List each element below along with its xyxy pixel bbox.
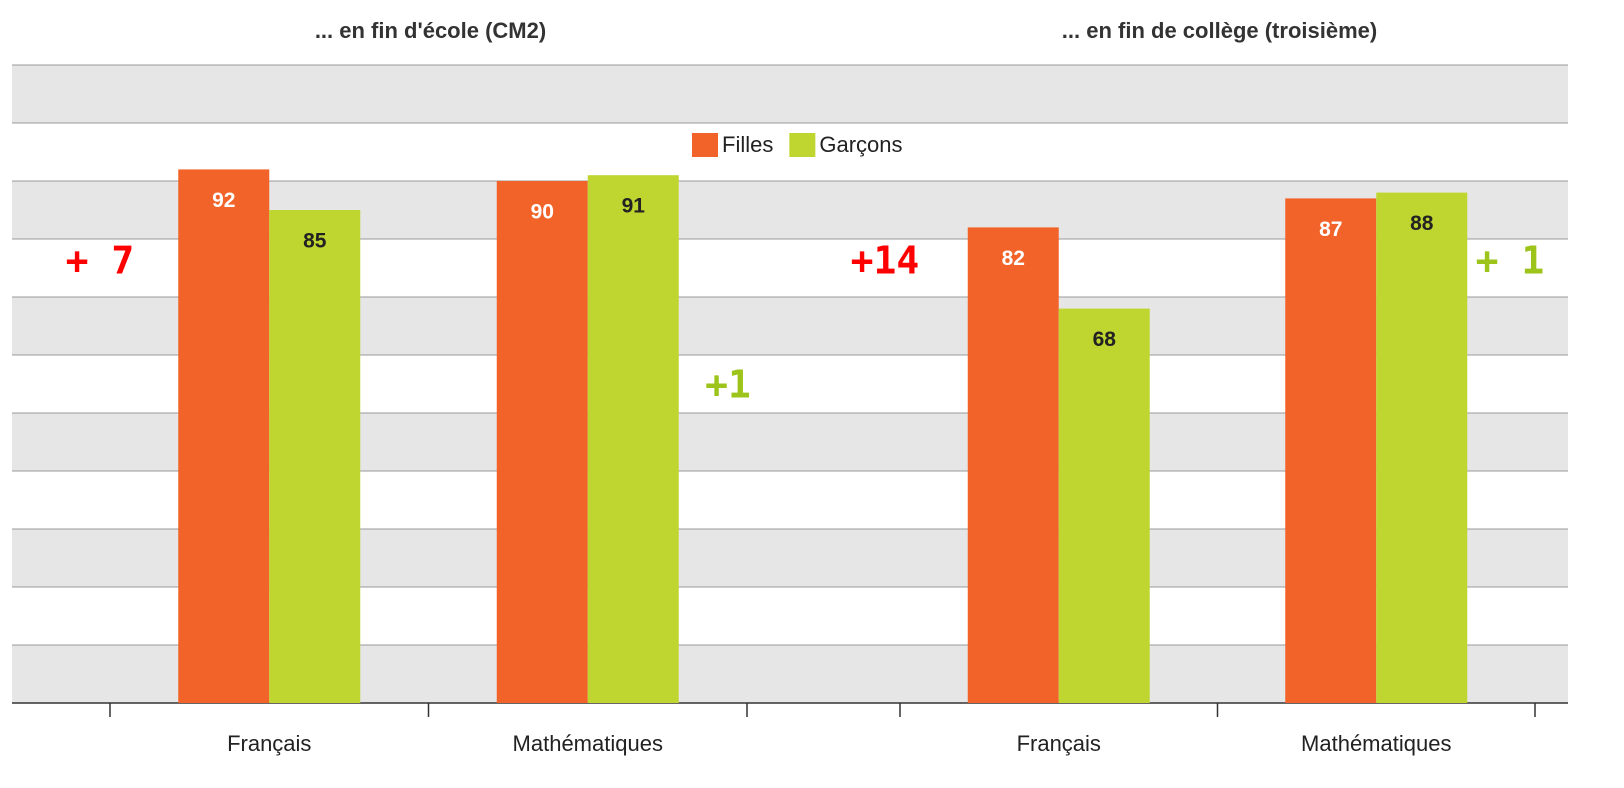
value-label: 82 xyxy=(1002,247,1025,270)
value-label: 87 xyxy=(1319,218,1342,241)
value-label: 68 xyxy=(1093,328,1117,351)
legend-swatch xyxy=(692,133,718,157)
annotation: +14 xyxy=(851,239,920,283)
group-title: ... en fin d'école (CM2) xyxy=(315,18,546,43)
bar xyxy=(1058,308,1150,703)
x-tick-label: Français xyxy=(227,731,311,756)
value-label: 85 xyxy=(303,230,327,253)
legend-swatch xyxy=(789,133,816,157)
x-tick-label: Mathématiques xyxy=(513,731,663,756)
annotation: + 1 xyxy=(1476,239,1545,283)
bar xyxy=(496,181,588,703)
bar xyxy=(269,210,361,703)
bar xyxy=(1285,198,1377,703)
group-title: ... en fin de collège (troisième) xyxy=(1062,18,1377,43)
value-label: 91 xyxy=(622,195,646,218)
value-label: 92 xyxy=(212,189,235,212)
annotation: +1 xyxy=(705,363,751,407)
bar xyxy=(587,175,679,703)
annotation: + 7 xyxy=(66,239,135,283)
x-tick-label: Français xyxy=(1017,731,1101,756)
x-tick-label: Mathématiques xyxy=(1301,731,1451,756)
value-label: 88 xyxy=(1410,212,1434,235)
bar xyxy=(178,169,270,703)
legend-label: Filles xyxy=(722,132,773,157)
legend-label: Garçons xyxy=(819,132,902,157)
value-label: 90 xyxy=(531,201,554,224)
band xyxy=(12,65,1568,123)
bar xyxy=(967,227,1059,703)
bar xyxy=(1376,192,1468,703)
